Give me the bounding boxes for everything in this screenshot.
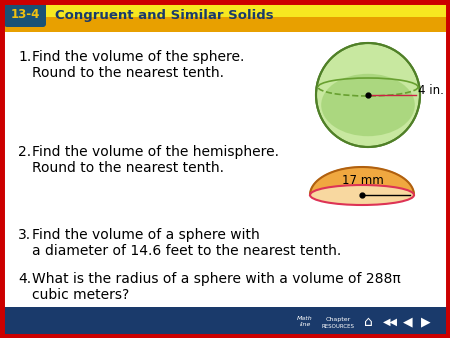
Text: a diameter of 14.6 feet to the nearest tenth.: a diameter of 14.6 feet to the nearest t… — [32, 244, 341, 258]
Text: cubic meters?: cubic meters? — [32, 288, 129, 302]
Text: Congruent and Similar Solids: Congruent and Similar Solids — [55, 8, 274, 22]
Text: ◀◀: ◀◀ — [382, 317, 397, 327]
FancyBboxPatch shape — [4, 1, 46, 27]
Text: 17 mm: 17 mm — [342, 174, 384, 188]
Text: Round to the nearest tenth.: Round to the nearest tenth. — [32, 161, 224, 175]
Text: Round to the nearest tenth.: Round to the nearest tenth. — [32, 66, 224, 80]
Text: ⌂: ⌂ — [364, 315, 373, 329]
Text: What is the radius of a sphere with a volume of 288π: What is the radius of a sphere with a vo… — [32, 272, 401, 286]
FancyBboxPatch shape — [1, 17, 449, 32]
FancyBboxPatch shape — [5, 32, 445, 302]
Polygon shape — [310, 167, 414, 195]
Text: 3.: 3. — [18, 228, 31, 242]
Text: RESOURCES: RESOURCES — [321, 323, 355, 329]
Text: 1.: 1. — [18, 50, 31, 64]
Text: Chapter: Chapter — [325, 317, 351, 322]
Text: Find the volume of the hemisphere.: Find the volume of the hemisphere. — [32, 145, 279, 159]
Text: line: line — [299, 322, 310, 328]
Text: Find the volume of the sphere.: Find the volume of the sphere. — [32, 50, 244, 64]
Text: 2.: 2. — [18, 145, 31, 159]
FancyBboxPatch shape — [1, 307, 449, 337]
Ellipse shape — [316, 43, 420, 147]
Text: Math: Math — [297, 315, 313, 320]
Text: ◀: ◀ — [403, 315, 413, 329]
FancyBboxPatch shape — [1, 1, 449, 17]
Text: 4 in.: 4 in. — [418, 83, 444, 97]
Ellipse shape — [310, 185, 414, 205]
Ellipse shape — [321, 74, 415, 136]
Text: Find the volume of a sphere with: Find the volume of a sphere with — [32, 228, 260, 242]
Text: 4.: 4. — [18, 272, 31, 286]
Text: 13-4: 13-4 — [10, 8, 40, 22]
Text: ▶: ▶ — [421, 315, 431, 329]
